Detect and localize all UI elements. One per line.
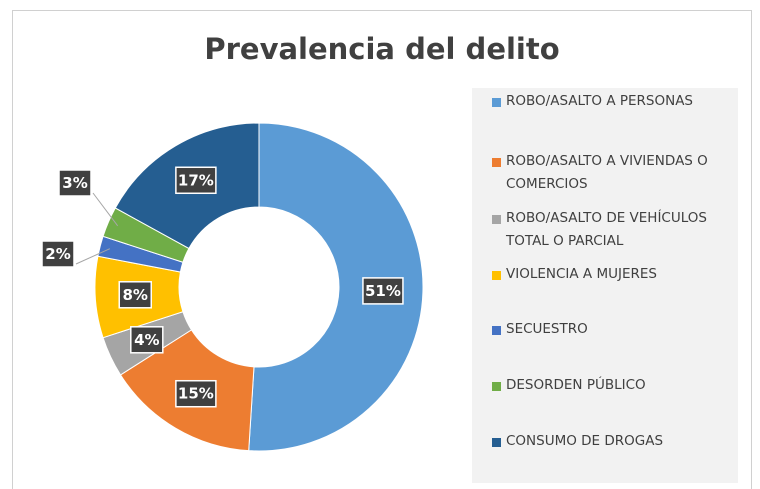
donut-slice	[248, 122, 424, 452]
data-label-box	[175, 166, 217, 195]
data-label: 8%	[123, 286, 148, 304]
legend-swatch	[492, 98, 501, 107]
data-label: 51%	[365, 282, 401, 300]
data-label-box	[362, 277, 404, 305]
data-label: 4%	[134, 331, 159, 349]
data-label: 3%	[62, 174, 87, 192]
legend-swatch	[492, 326, 501, 335]
legend-item: DESORDEN PÚBLICO	[492, 374, 746, 397]
data-label: 15%	[178, 385, 214, 403]
legend-item: CONSUMO DE DROGAS	[492, 430, 746, 453]
chart-frame	[12, 10, 752, 489]
data-label-box	[130, 326, 164, 354]
legend-swatch	[492, 382, 501, 391]
legend-label: ROBO/ASALTO A PERSONAS	[506, 93, 693, 109]
legend-swatch	[492, 271, 501, 280]
legend-label: SECUESTRO	[506, 321, 588, 337]
data-label-box	[175, 379, 217, 408]
legend-label: DESORDEN PÚBLICO	[506, 377, 646, 393]
donut: 51% 15% 4% 8% 2% 3% 17%	[41, 122, 424, 452]
legend-swatch	[492, 158, 501, 167]
legend-swatch	[492, 215, 501, 224]
data-label: 17%	[178, 171, 214, 189]
legend-item: SECUESTRO	[492, 318, 746, 341]
legend-label: ROBO/ASALTO DE VEHÍCULOS TOTAL O PARCIAL	[506, 210, 707, 249]
legend-swatch	[492, 438, 501, 447]
legend-item: VIOLENCIA A MUJERES	[492, 263, 746, 286]
legend-item: ROBO/ASALTO A VIVIENDAS O COMERCIOS	[492, 150, 746, 196]
data-label-box	[58, 169, 92, 197]
legend-label: VIOLENCIA A MUJERES	[506, 266, 657, 282]
chart-title: Prevalencia del delito	[204, 32, 560, 66]
legend-item: ROBO/ASALTO DE VEHÍCULOS TOTAL O PARCIAL	[492, 207, 746, 253]
data-label: 2%	[45, 245, 70, 263]
data-label-box	[118, 281, 152, 309]
data-label-box	[41, 240, 75, 268]
legend-label: ROBO/ASALTO A VIVIENDAS O COMERCIOS	[506, 153, 708, 192]
leader-line	[92, 192, 119, 227]
leader-line	[75, 248, 111, 265]
legend: ROBO/ASALTO A PERSONAS ROBO/ASALTO A VIVI…	[472, 88, 738, 483]
legend-label: CONSUMO DE DROGAS	[506, 433, 664, 449]
legend-item: ROBO/ASALTO A PERSONAS	[492, 90, 746, 113]
